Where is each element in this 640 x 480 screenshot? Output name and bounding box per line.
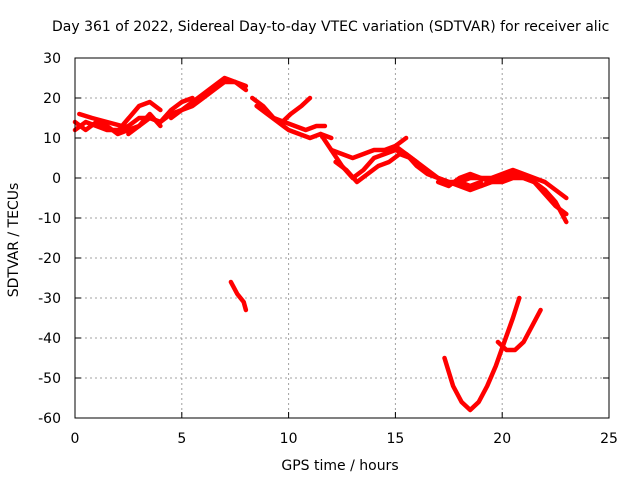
x-axis-title: GPS time / hours — [281, 458, 398, 474]
y-tick-label: 0 — [52, 171, 61, 187]
series-line-arc-18 — [228, 279, 249, 313]
plot-frame — [74, 57, 610, 419]
y-tick-label: 30 — [43, 51, 61, 67]
y-tick-label: -10 — [38, 211, 61, 227]
x-tick-label: 20 — [493, 431, 511, 447]
y-tick-label: -20 — [38, 251, 61, 267]
series-line-arc-15 — [457, 167, 569, 201]
y-tick-label: -60 — [38, 411, 61, 427]
x-tick-label: 5 — [177, 431, 186, 447]
y-axis-ticks: -60 -50 -40 -30 -20 -10 0 10 20 30 — [38, 51, 609, 427]
y-tick-label: 10 — [43, 131, 61, 147]
series-line-arc-17 — [499, 171, 569, 217]
x-tick-label: 0 — [71, 431, 80, 447]
x-axis-ticks: 0 5 10 15 20 25 — [71, 58, 618, 447]
series-line-arc-8 — [271, 95, 313, 125]
series-line-arc-13 — [403, 151, 494, 193]
y-tick-label: -50 — [38, 371, 61, 387]
series-line-arc-3 — [77, 99, 163, 129]
series-line-arc-19 — [442, 295, 522, 413]
x-tick-label: 10 — [280, 431, 298, 447]
series-line-arc-4 — [126, 95, 195, 137]
grid-lines — [75, 58, 609, 418]
data-series — [72, 75, 569, 413]
y-tick-label: 20 — [43, 91, 61, 107]
series-line-arc-20 — [495, 307, 543, 353]
x-tick-label: 25 — [600, 431, 618, 447]
x-tick-label: 15 — [386, 431, 404, 447]
y-tick-label: -30 — [38, 291, 61, 307]
y-tick-label: -40 — [38, 331, 61, 347]
y-axis-title: SDTVAR / TECUs — [6, 183, 22, 298]
series-line-arc-5 — [168, 79, 249, 121]
series-line-arc-6 — [250, 95, 328, 133]
chart-title: Day 361 of 2022, Sidereal Day-to-day VTE… — [52, 19, 609, 35]
